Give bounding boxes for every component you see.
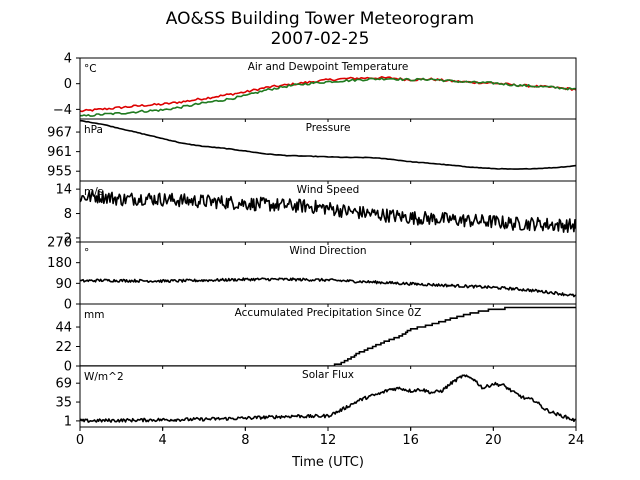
x-tick-label: 20	[485, 433, 502, 448]
y-tick-label: 69	[55, 377, 72, 392]
y-tick-label: 8	[64, 207, 72, 222]
panel-title: Wind Speed	[297, 184, 360, 196]
x-axis-label: Time (UTC)	[291, 455, 364, 470]
panel-4: 44 22 0 Accumulated Precipitation Since 0Z m…	[55, 303, 577, 375]
y-tick-label: −4	[53, 103, 72, 118]
panel-unit-label: hPa	[84, 124, 103, 136]
y-tick-label: 1	[64, 414, 72, 429]
y-tick-label: 955	[47, 165, 72, 180]
chart-title: AO&SS Building Tower Meteorogram	[166, 9, 474, 29]
x-tick-label: 8	[241, 433, 249, 448]
y-tick-label: 22	[55, 340, 72, 355]
x-tick-label: 24	[568, 433, 585, 448]
y-tick-label: 44	[55, 321, 72, 336]
y-tick-label: 14	[55, 183, 72, 198]
y-tick-label: 4	[64, 52, 72, 67]
y-tick-label: 2	[64, 231, 72, 246]
y-tick-label: 180	[47, 256, 72, 271]
panel-5: 69 35 1 Solar Flux W/m^2	[55, 365, 577, 430]
x-tick-label: 4	[159, 433, 167, 448]
chart-subtitle: 2007-02-25	[271, 29, 370, 49]
y-tick-label: 0	[64, 77, 72, 92]
panel-1: 967 961 955 Pressure hPa	[47, 118, 577, 184]
series-line-3-0	[80, 277, 576, 298]
y-tick-label: 90	[55, 277, 72, 292]
y-tick-label: 961	[47, 145, 72, 160]
series-line-5-0	[80, 374, 576, 423]
panel-unit-label: m/s	[84, 186, 103, 198]
panel-unit-label: °	[84, 247, 89, 259]
x-axis: 0 4 8 12 16 20 24	[76, 427, 584, 448]
panel-unit-label: °C	[84, 63, 97, 75]
panel-unit-label: mm	[84, 309, 104, 321]
x-tick-label: 0	[76, 433, 84, 448]
panel-3: 270 180 90 0 Wind Direction °	[47, 236, 577, 313]
series-line-2-0	[80, 189, 576, 233]
series-line-0-1	[80, 77, 576, 117]
y-tick-label: 270	[47, 236, 72, 251]
panel-title: Pressure	[306, 122, 351, 134]
series-line-4-0	[80, 306, 576, 366]
x-tick-label: 12	[320, 433, 337, 448]
panel-unit-label: W/m^2	[84, 371, 124, 383]
panel-0: 4 0 −4 Air and Dewpoint Temperature °C	[53, 52, 577, 122]
x-tick-label: 16	[402, 433, 419, 448]
panel-title: Solar Flux	[302, 369, 354, 381]
panel-title: Wind Direction	[289, 245, 366, 257]
y-tick-label: 35	[55, 396, 72, 411]
panels-group: 4 0 −4 Air and Dewpoint Temperature °C 967 961…	[47, 52, 577, 430]
panel-title: Air and Dewpoint Temperature	[248, 61, 409, 73]
panel-title: Accumulated Precipitation Since 0Z	[235, 307, 422, 319]
panel-2: 14 8 2 Wind Speed m/s	[55, 180, 577, 246]
y-tick-label: 0	[64, 360, 72, 375]
y-tick-label: 967	[47, 126, 72, 141]
y-tick-label: 0	[64, 298, 72, 313]
series-line-1-0	[80, 119, 576, 170]
